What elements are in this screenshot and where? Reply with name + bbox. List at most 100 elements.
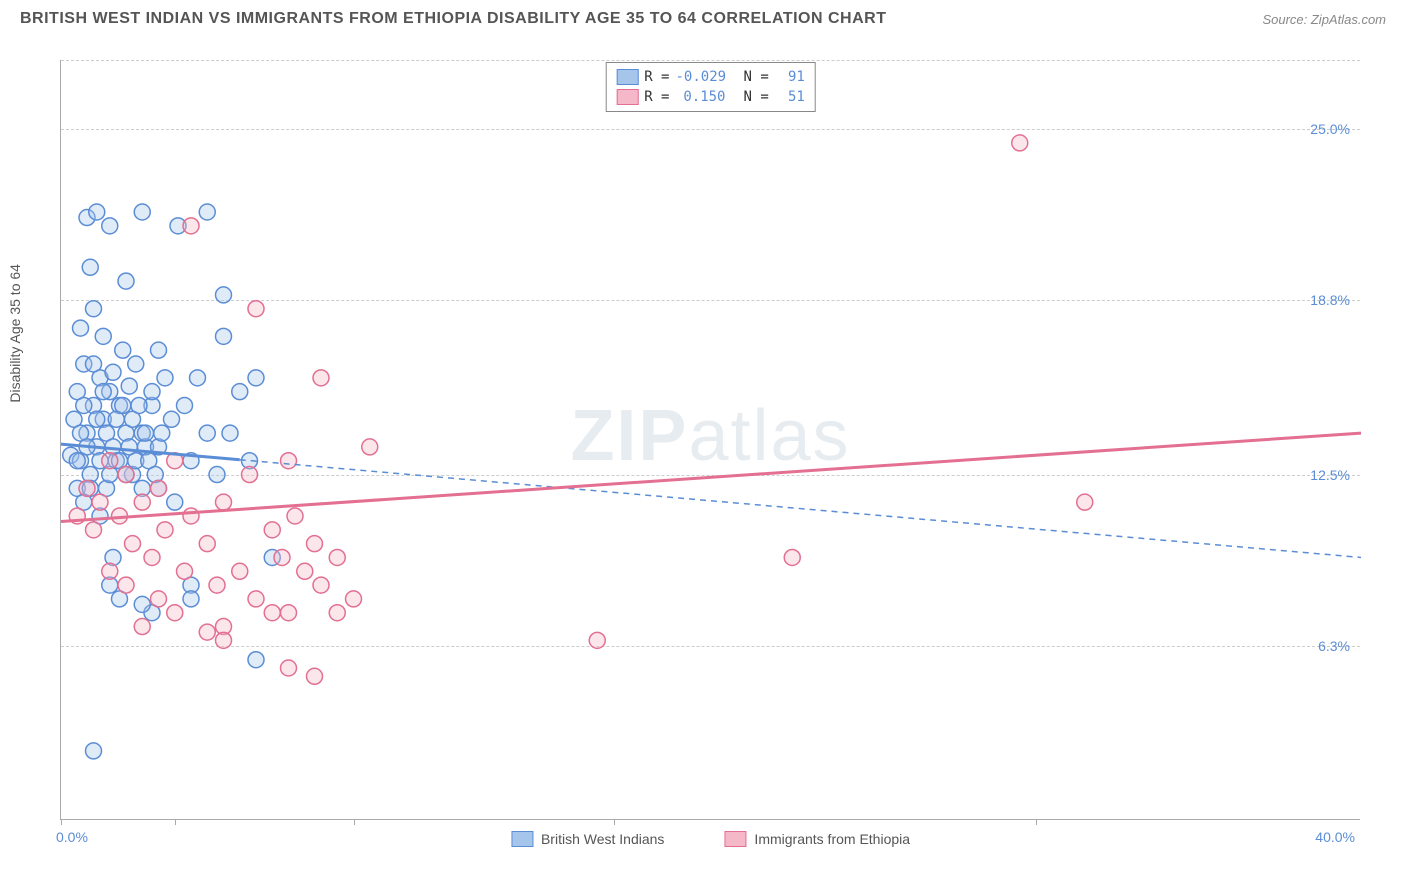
legend-row-b: R = 0.150 N = 51 (616, 87, 805, 107)
point-series-b (102, 563, 118, 579)
point-series-a (86, 356, 102, 372)
swatch-a-icon (511, 831, 533, 847)
x-tick (614, 819, 615, 825)
point-series-a (121, 378, 137, 394)
point-series-b (281, 660, 297, 676)
point-series-a (199, 425, 215, 441)
point-series-a (248, 370, 264, 386)
point-series-a (86, 301, 102, 317)
point-series-b (274, 549, 290, 565)
correlation-legend: R = -0.029 N = 91 R = 0.150 N = 51 (605, 62, 816, 112)
point-series-b (329, 549, 345, 565)
point-series-b (313, 577, 329, 593)
point-series-a (183, 591, 199, 607)
point-series-a (89, 204, 105, 220)
point-series-b (151, 591, 167, 607)
point-series-b (79, 480, 95, 496)
point-series-b (784, 549, 800, 565)
point-series-b (157, 522, 173, 538)
point-series-a (222, 425, 238, 441)
series-a-name: British West Indians (541, 831, 664, 847)
series-b-name: Immigrants from Ethiopia (754, 831, 910, 847)
point-series-a (216, 328, 232, 344)
point-series-b (232, 563, 248, 579)
n-label-b: N = (744, 89, 769, 105)
point-series-a (154, 425, 170, 441)
point-series-b (199, 624, 215, 640)
point-series-a (95, 328, 111, 344)
point-series-b (281, 453, 297, 469)
point-series-b (307, 668, 323, 684)
point-series-b (167, 605, 183, 621)
point-series-b (151, 480, 167, 496)
point-series-b (86, 522, 102, 538)
chart-title: BRITISH WEST INDIAN VS IMMIGRANTS FROM E… (20, 10, 886, 28)
point-series-a (248, 652, 264, 668)
point-series-a (134, 204, 150, 220)
point-series-b (346, 591, 362, 607)
series-legend: British West Indians Immigrants from Eth… (511, 831, 910, 847)
point-series-a (115, 342, 131, 358)
x-tick (354, 819, 355, 825)
legend-item-b: Immigrants from Ethiopia (724, 831, 910, 847)
n-value-a: 91 (775, 69, 805, 85)
r-value-b: 0.150 (676, 89, 726, 105)
point-series-b (216, 494, 232, 510)
point-series-b (92, 494, 108, 510)
point-series-a (69, 453, 85, 469)
source-attribution: Source: ZipAtlas.com (1262, 12, 1386, 27)
y-axis-label: Disability Age 35 to 64 (7, 264, 23, 403)
point-series-b (209, 577, 225, 593)
point-series-b (589, 632, 605, 648)
point-series-b (264, 522, 280, 538)
x-tick (1036, 819, 1037, 825)
point-series-a (134, 596, 150, 612)
point-series-a (86, 743, 102, 759)
point-series-b (248, 301, 264, 317)
trendline-a-dashed (240, 460, 1361, 558)
swatch-b-icon (724, 831, 746, 847)
point-series-a (82, 259, 98, 275)
point-series-a (128, 356, 144, 372)
point-series-b (183, 508, 199, 524)
point-series-b (248, 591, 264, 607)
point-series-b (1012, 135, 1028, 151)
point-series-a (232, 384, 248, 400)
point-series-a (157, 370, 173, 386)
r-label-b: R = (644, 89, 669, 105)
legend-row-a: R = -0.029 N = 91 (616, 67, 805, 87)
point-series-a (209, 467, 225, 483)
point-series-b (242, 467, 258, 483)
point-series-a (151, 342, 167, 358)
point-series-a (164, 411, 180, 427)
point-series-a (95, 384, 111, 400)
x-tick (175, 819, 176, 825)
point-series-a (118, 273, 134, 289)
point-series-a (76, 397, 92, 413)
point-series-a (144, 384, 160, 400)
point-series-b (1077, 494, 1093, 510)
point-series-b (297, 563, 313, 579)
point-series-b (307, 536, 323, 552)
point-series-a (131, 397, 147, 413)
point-series-b (287, 508, 303, 524)
point-series-b (183, 218, 199, 234)
point-series-b (118, 467, 134, 483)
point-series-a (167, 494, 183, 510)
n-value-b: 51 (775, 89, 805, 105)
point-series-a (138, 425, 154, 441)
point-series-b (144, 549, 160, 565)
point-series-b (199, 536, 215, 552)
point-series-a (105, 364, 121, 380)
point-series-a (177, 397, 193, 413)
point-series-a (102, 218, 118, 234)
point-series-a (199, 204, 215, 220)
point-series-b (264, 605, 280, 621)
plot-area: ZIPatlas 6.3%12.5%18.8%25.0% R = -0.029 … (60, 60, 1360, 820)
point-series-b (102, 453, 118, 469)
swatch-series-b (616, 89, 638, 105)
x-axis-max-label: 40.0% (1315, 829, 1355, 845)
r-value-a: -0.029 (676, 69, 726, 85)
n-label-a: N = (744, 69, 769, 85)
point-series-a (73, 320, 89, 336)
